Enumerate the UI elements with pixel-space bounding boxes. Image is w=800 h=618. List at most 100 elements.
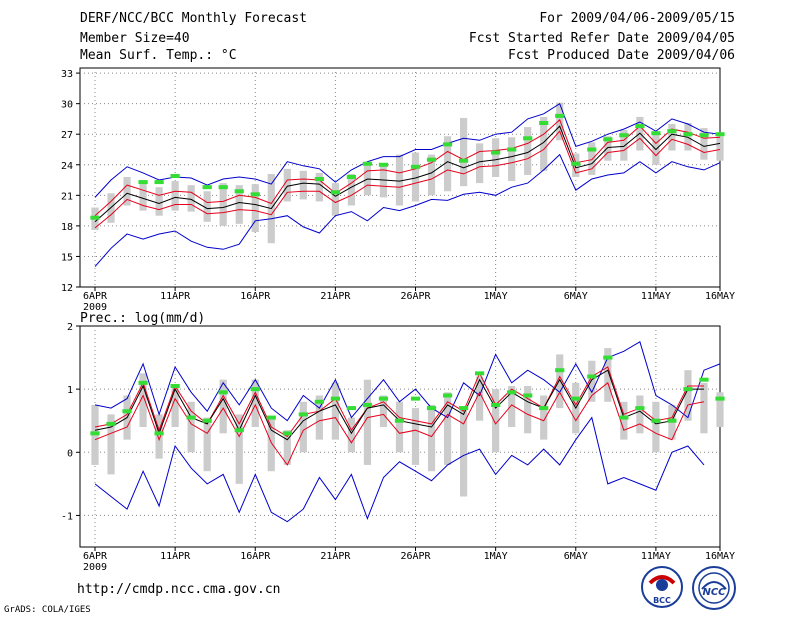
obs-marker: [202, 185, 212, 190]
x-tick-label: 21APR: [320, 291, 351, 302]
obs-marker: [346, 406, 357, 411]
obs-marker: [330, 396, 340, 401]
y-tick-label: 33: [61, 69, 73, 80]
ensemble-box: [636, 395, 644, 434]
ensemble-box: [443, 392, 452, 465]
ensemble-box: [155, 187, 163, 216]
ensemble-box: [299, 401, 307, 453]
obs-marker: [234, 428, 244, 433]
obs-marker: [154, 431, 164, 436]
ensemble-box: [395, 154, 404, 206]
ensemble-box: [716, 136, 724, 161]
obs-marker: [218, 390, 228, 395]
obs-marker: [571, 396, 581, 401]
obs-marker: [218, 185, 228, 190]
ensemble-box: [171, 385, 179, 428]
obs-marker: [683, 132, 693, 137]
obs-marker: [539, 406, 549, 411]
ensemble-box: [508, 137, 516, 182]
ensemble-box: [476, 143, 484, 184]
ensemble-box: [411, 408, 420, 465]
ensemble-box: [492, 138, 500, 177]
obs-marker: [555, 368, 565, 373]
ensemble-box: [347, 417, 356, 453]
obs-marker: [250, 192, 260, 197]
obs-marker: [378, 396, 389, 401]
obs-marker: [314, 177, 324, 182]
ensemble-box: [540, 116, 548, 171]
ensemble-box: [235, 185, 243, 224]
obs-marker: [651, 418, 661, 423]
obs-marker: [90, 215, 100, 220]
ensemble-box: [267, 417, 275, 472]
ensemble-box: [203, 191, 211, 222]
obs-marker: [555, 113, 565, 118]
obs-marker: [442, 393, 453, 398]
ensemble-box: [427, 404, 436, 472]
obs-marker: [619, 133, 629, 138]
ensemble-box: [331, 382, 339, 440]
x-tick-label: 6APR: [83, 291, 108, 302]
obs-marker: [635, 124, 645, 129]
ensemble-box: [187, 401, 195, 453]
ensemble-box: [604, 348, 612, 402]
ensemble-box: [604, 136, 612, 161]
chart-title: DERF/NCC/BCC Monthly Forecast: [80, 11, 307, 26]
ensemble-box: [620, 401, 628, 440]
ensemble-box: [283, 168, 291, 202]
obs-marker: [234, 189, 244, 194]
obs-marker: [587, 374, 597, 379]
obs-marker: [106, 421, 116, 426]
obs-marker: [250, 387, 260, 392]
series-upper-line: [94, 119, 721, 217]
ensemble-box: [219, 379, 227, 434]
series-lower-line: [94, 381, 705, 466]
ensemble-box: [588, 360, 596, 402]
x-tick-label: 16APR: [240, 291, 271, 302]
ensemble-box: [219, 183, 227, 226]
ensemble-box: [716, 392, 724, 428]
obs-marker: [330, 190, 340, 195]
obs-marker: [458, 158, 469, 163]
y-tick-label: 27: [61, 130, 73, 141]
ensemble-box: [459, 117, 468, 187]
source-url[interactable]: http://cmdp.ncc.cma.gov.cn: [77, 582, 281, 597]
series-lower-line: [94, 130, 721, 229]
obs-marker: [314, 399, 324, 404]
ensemble-box: [251, 184, 259, 232]
ensemble-box: [107, 414, 115, 475]
ensemble-box: [155, 414, 163, 459]
obs-marker: [138, 380, 148, 385]
obs-marker: [507, 147, 517, 152]
ensemble-box: [700, 128, 708, 160]
obs-marker: [619, 415, 629, 420]
obs-marker: [426, 157, 437, 162]
obs-marker: [138, 180, 148, 185]
x-year-label: 2009: [83, 302, 107, 313]
obs-marker: [651, 131, 661, 136]
plot-frame: [79, 67, 721, 288]
ncc-logo: NCC: [692, 566, 736, 610]
ensemble-box: [315, 395, 323, 440]
ensemble-box: [363, 379, 372, 465]
ensemble-box: [620, 130, 628, 161]
x-tick-label: 16MAY: [705, 551, 735, 562]
series-max-line: [94, 341, 721, 422]
plot-frame: [79, 325, 721, 548]
x-tick-label: 1MAY: [484, 291, 508, 302]
obs-marker: [683, 387, 693, 392]
ensemble-box: [171, 181, 179, 211]
obs-marker: [170, 173, 180, 178]
ensemble-box: [315, 172, 323, 202]
series-max-line: [94, 102, 721, 198]
ensemble-box: [203, 417, 211, 472]
panel2-variable: Prec.: log(mm/d): [80, 311, 205, 326]
obs-marker: [571, 161, 581, 166]
produced-date: Fcst Produced Date 2009/04/06: [508, 48, 735, 63]
obs-marker: [442, 142, 453, 147]
obs-marker: [154, 180, 164, 185]
member-size: Member Size=40: [80, 31, 190, 46]
obs-marker: [202, 418, 212, 423]
